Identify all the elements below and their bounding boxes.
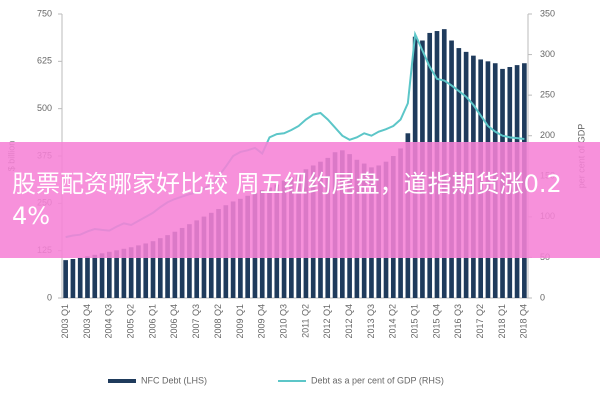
x-tick-label: 2011 Q2 [300, 304, 310, 338]
x-tick-label: 2015 Q1 [410, 304, 420, 339]
bar [194, 220, 200, 298]
x-tick-label: 2005 Q2 [126, 304, 136, 339]
y2-tick-label: 300 [540, 49, 555, 59]
x-tick-label: 2006 Q1 [147, 304, 157, 339]
bar [99, 253, 105, 298]
y-tick-label: 625 [37, 56, 52, 66]
bar [106, 251, 112, 298]
bar [128, 247, 134, 298]
x-tick-label: 2013 Q3 [366, 304, 376, 339]
bar [136, 245, 141, 298]
y-tick-label: 0 [47, 292, 52, 302]
bar [70, 258, 76, 298]
bar [63, 260, 68, 298]
x-tick-label: 2018 Q4 [519, 304, 529, 339]
x-tick-label: 2014 Q2 [388, 304, 398, 339]
x-tick-label: 2015 Q4 [431, 304, 441, 339]
bar [77, 257, 83, 298]
x-tick-label: 2010 Q3 [278, 304, 288, 339]
ad-banner[interactable]: 股票配资哪家好比较 周五纽约尾盘，道指期货涨0.24% [0, 142, 600, 258]
x-tick-label: 2012 Q4 [344, 304, 354, 339]
y2-tick-label: 0 [540, 292, 545, 302]
x-tick-label: 2006 Q4 [169, 304, 179, 339]
bar [143, 243, 149, 298]
x-tick-label: 2009 Q1 [235, 304, 245, 339]
bar [92, 254, 98, 298]
x-tick-label: 2012 Q1 [322, 304, 332, 339]
x-tick-label: 2004 Q3 [104, 304, 114, 339]
y2-tick-label: 250 [540, 90, 555, 100]
x-tick-label: 2009 Q4 [257, 304, 267, 339]
x-tick-label: 2008 Q2 [213, 304, 223, 339]
bar [179, 227, 185, 298]
bar [157, 238, 163, 298]
legend-label: NFC Debt (LHS) [141, 375, 207, 385]
bar [187, 224, 192, 298]
bar [85, 256, 90, 298]
x-tick-label: 2016 Q3 [453, 304, 463, 339]
x-tick-label: 2003 Q1 [60, 304, 70, 339]
bar [121, 248, 127, 298]
y2-tick-label: 350 [540, 8, 555, 18]
x-tick-label: 2017 Q2 [475, 304, 485, 339]
x-tick-label: 2003 Q4 [82, 304, 92, 339]
banner-text[interactable]: 股票配资哪家好比较 周五纽约尾盘，道指期货涨0.24% [12, 170, 562, 230]
legend-label: Debt as a per cent of GDP (RHS) [311, 375, 444, 385]
x-tick-label: 2007 Q3 [191, 304, 201, 339]
x-tick-label: 2018 Q1 [497, 304, 507, 339]
bar [150, 241, 156, 298]
bar [172, 231, 178, 298]
bar [114, 250, 119, 298]
bar [165, 235, 170, 298]
y-tick-label: 750 [37, 8, 52, 18]
y2-tick-label: 200 [540, 130, 555, 140]
y-tick-label: 500 [37, 103, 52, 113]
